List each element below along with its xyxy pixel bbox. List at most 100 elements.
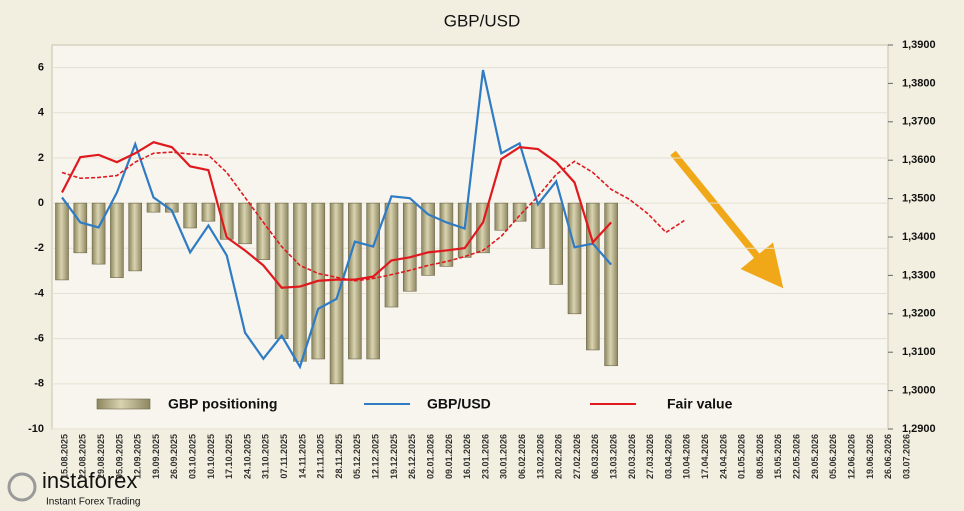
x-tick-label: 29.08.2025	[96, 434, 106, 479]
bar	[402, 202, 417, 292]
series-line	[61, 151, 685, 282]
x-tick-label: 19.06.2026	[865, 434, 875, 479]
bar	[384, 202, 399, 308]
x-tick-label: 05.09.2025	[114, 434, 124, 479]
y-tick-label: -10	[28, 423, 44, 435]
y-tick-label: -4	[34, 287, 45, 299]
x-tick-label: 05.12.2025	[352, 434, 362, 479]
x-tick-label: 20.03.2026	[627, 434, 637, 479]
x-tick-label: 08.05.2026	[755, 434, 765, 479]
y2-tick-label: 1,3600	[902, 154, 936, 166]
bar	[439, 202, 454, 267]
bar	[567, 202, 582, 315]
x-tick-label: 17.04.2026	[700, 434, 710, 479]
bar	[531, 202, 545, 249]
bar	[183, 202, 197, 229]
legend-label: GBP/USD	[427, 396, 491, 412]
bar	[329, 202, 344, 385]
y2-tick-label: 1,2900	[902, 423, 936, 435]
y2-tick-label: 1,3000	[902, 385, 936, 397]
x-tick-label: 02.01.2026	[425, 434, 435, 479]
y2-tick-label: 1,3400	[902, 231, 936, 243]
x-tick-label: 07.11.2025	[279, 434, 289, 479]
x-tick-label: 27.02.2026	[572, 434, 582, 479]
bar	[55, 202, 69, 281]
y2-tick-label: 1,3800	[902, 77, 936, 89]
legend-label: GBP positioning	[168, 396, 277, 412]
series-line	[61, 140, 612, 289]
series-line	[61, 69, 612, 370]
x-tick-label: 06.03.2026	[590, 434, 600, 479]
bar	[512, 202, 527, 222]
y-tick-label: 2	[38, 152, 44, 164]
bar	[421, 202, 435, 276]
y2-tick-label: 1,3900	[902, 39, 936, 51]
x-tick-label: 19.12.2025	[389, 434, 399, 479]
x-tick-label: 19.09.2025	[151, 434, 161, 479]
bar	[91, 202, 106, 265]
brand-logo: instaforex Instant Forex Trading	[7, 468, 141, 508]
bar	[146, 202, 161, 213]
x-tick-label: 28.11.2025	[334, 434, 344, 479]
bar	[476, 202, 490, 254]
x-tick-label: 12.06.2026	[846, 434, 856, 479]
y-tick-label: 4	[38, 107, 45, 119]
bar	[549, 202, 564, 285]
bar	[110, 202, 124, 278]
x-tick-label: 05.06.2026	[828, 434, 838, 479]
x-tick-label: 01.05.2026	[737, 434, 747, 479]
forecast-arrow	[670, 150, 784, 289]
x-tick-label: 03.04.2026	[663, 434, 673, 479]
y-tick-label: 6	[38, 61, 44, 73]
bar	[219, 202, 234, 240]
x-tick-label: 15.08.2025	[59, 434, 69, 479]
tagline: Instant Forex Trading	[46, 497, 141, 508]
chart-title: GBP/USD	[444, 11, 521, 30]
x-tick-label: 21.11.2025	[316, 434, 326, 479]
y-tick-label: -2	[34, 242, 44, 254]
x-tick-label: 13.02.2026	[535, 434, 545, 479]
y-tick-label: 0	[38, 197, 44, 209]
x-tick-label: 26.12.2025	[407, 434, 417, 479]
x-tick-label: 03.07.2026	[901, 434, 911, 479]
bar	[274, 202, 289, 339]
x-tick-label: 27.03.2026	[645, 434, 655, 479]
x-tick-label: 14.11.2025	[297, 434, 307, 479]
x-tick-label: 26.09.2025	[169, 434, 179, 479]
x-tick-label: 20.02.2026	[554, 434, 564, 479]
bar	[604, 202, 618, 367]
x-tick-label: 06.02.2026	[517, 434, 527, 479]
x-tick-label: 30.01.2026	[499, 434, 509, 479]
x-tick-label: 22.05.2026	[792, 434, 802, 479]
x-tick-label: 12.09.2025	[133, 434, 143, 479]
x-tick-label: 15.05.2026	[773, 434, 783, 479]
x-tick-label: 10.04.2026	[682, 434, 692, 479]
x-tick-label: 12.12.2025	[371, 434, 381, 479]
y2-tick-label: 1,3300	[902, 269, 936, 281]
brand: instaforex	[42, 468, 137, 493]
x-tick-label: 03.10.2025	[188, 434, 198, 479]
y-tick-label: -8	[34, 378, 44, 390]
x-tick-label: 23.01.2026	[480, 434, 490, 479]
y2-tick-label: 1,3200	[902, 308, 936, 320]
bar	[366, 202, 380, 360]
x-tick-label: 16.01.2026	[462, 434, 472, 479]
bar	[128, 202, 143, 272]
y2-tick-label: 1,3500	[902, 193, 936, 205]
x-tick-label: 13.03.2026	[609, 434, 619, 479]
bar	[73, 202, 88, 254]
legend-swatch	[96, 398, 151, 410]
y2-tick-label: 1,3700	[902, 116, 936, 128]
y-tick-label: -6	[34, 333, 44, 345]
x-tick-label: 29.05.2026	[810, 434, 820, 479]
x-tick-label: 24.10.2025	[242, 434, 252, 479]
x-tick-label: 17.10.2025	[224, 434, 234, 479]
x-tick-label: 24.04.2026	[718, 434, 728, 479]
x-tick-label: 10.10.2025	[206, 434, 216, 479]
bar	[201, 202, 216, 222]
legend-label: Fair value	[667, 396, 733, 412]
x-tick-label: 09.01.2026	[444, 434, 454, 479]
bar	[293, 202, 307, 362]
bar	[494, 202, 509, 231]
